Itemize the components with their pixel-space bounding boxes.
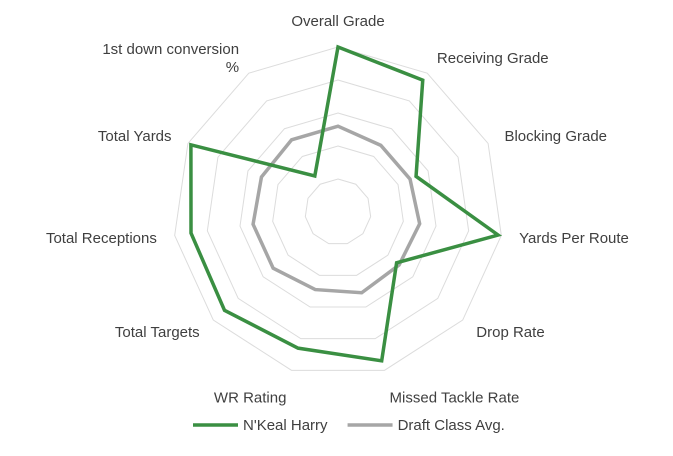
axis-label: 1st down conversion% xyxy=(102,41,239,76)
grid-ring-4 xyxy=(206,79,470,340)
axis-label: Yards Per Route xyxy=(519,230,629,247)
grid-ring-2 xyxy=(272,145,404,276)
grid-ring-1 xyxy=(304,178,372,245)
axis-label: Missed Tackle Rate xyxy=(390,390,520,407)
grid-ring-5 xyxy=(174,46,502,371)
legend: N'Keal Harry Draft Class Avg. xyxy=(193,417,505,434)
axis-label: Overall Grade xyxy=(291,13,384,30)
grid-ring-3 xyxy=(239,112,437,308)
axis-label: Receiving Grade xyxy=(437,50,549,67)
axis-label: Total Targets xyxy=(115,324,200,341)
legend-label-1: Draft Class Avg. xyxy=(398,417,505,434)
radar-series xyxy=(189,44,503,363)
radar-grid xyxy=(174,46,502,371)
axis-label: Blocking Grade xyxy=(504,128,607,145)
legend-label-0: N'Keal Harry xyxy=(243,417,328,434)
series-line-0 xyxy=(189,44,503,363)
axis-labels: Overall Grade Receiving Grade Blocking Gra… xyxy=(46,13,629,407)
axis-label: Total Yards xyxy=(98,128,172,145)
axis-label: Drop Rate xyxy=(476,324,544,341)
axis-label: Total Receptions xyxy=(46,230,157,247)
axis-label: WR Rating xyxy=(214,390,287,407)
series-line-1 xyxy=(251,124,422,295)
